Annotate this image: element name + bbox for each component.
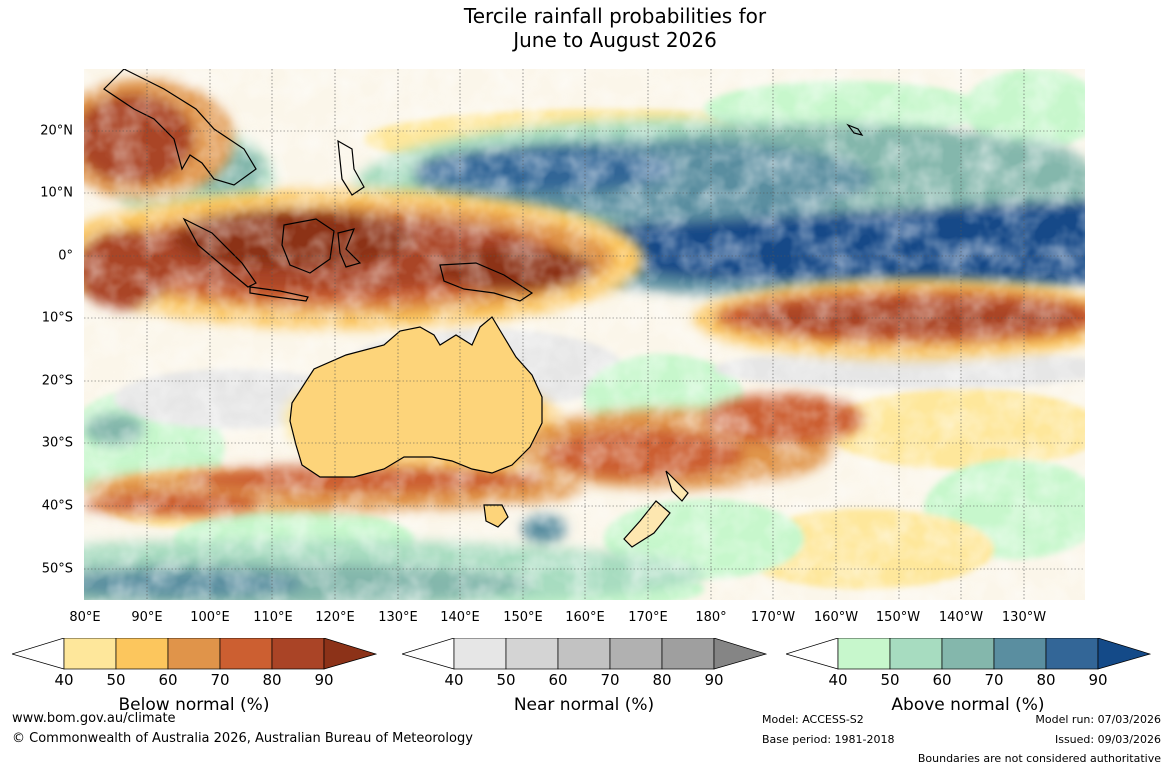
near-segment-2: [505, 638, 559, 670]
below-segment-0: [12, 638, 65, 670]
lat-label-10n: 10°N: [40, 185, 73, 201]
near-segment-1: [453, 638, 507, 670]
below-segment-6: [323, 638, 377, 670]
above-segment-3: [941, 638, 995, 670]
near-segment-0: [402, 638, 455, 670]
lon-label-140w: 140°W: [938, 610, 984, 625]
lon-label-130e: 130°E: [378, 610, 418, 625]
below-segment-1: [63, 638, 117, 670]
near-tick-40: 40: [444, 671, 464, 689]
issued-date: Issued: 09/03/2026: [1054, 733, 1161, 746]
lat-label-20n: 20°N: [40, 123, 73, 139]
lat-label-40s: 40°S: [41, 498, 73, 514]
lon-label-160e: 160°E: [565, 610, 605, 625]
lat-label-20s: 20°S: [41, 373, 73, 389]
graticule: [84, 69, 1085, 600]
coastlines: [103, 69, 864, 548]
website-link[interactable]: www.bom.gov.au/climate: [12, 711, 176, 726]
below-tick-80: 80: [262, 671, 282, 689]
lon-label-140e: 140°E: [440, 610, 480, 625]
below-tick-60: 60: [158, 671, 178, 689]
copyright-text: © Commonwealth of Australia 2026, Austra…: [12, 731, 473, 746]
lon-label-110e: 110°E: [253, 610, 293, 625]
map-canvas: [84, 69, 1085, 600]
above-tick-70: 70: [984, 671, 1004, 689]
lon-label-170w: 170°W: [750, 610, 796, 625]
title-line-2: June to August 2026: [513, 28, 717, 52]
near-segment-3: [557, 638, 611, 670]
lon-label-180: 180°: [695, 610, 727, 625]
above-segment-6: [1097, 638, 1151, 670]
above-normal-title: Above normal (%): [891, 695, 1045, 715]
title-line-1: Tercile rainfall probabilities for: [463, 4, 767, 28]
near-tick-60: 60: [548, 671, 568, 689]
lon-label-150e: 150°E: [503, 610, 543, 625]
above-segment-1: [837, 638, 891, 670]
near-tick-70: 70: [600, 671, 620, 689]
above-tick-60: 60: [932, 671, 952, 689]
near-segment-4: [609, 638, 663, 670]
below-normal-title: Below normal (%): [118, 695, 270, 715]
lat-label-50s: 50°S: [41, 561, 73, 577]
lat-label-30s: 30°S: [41, 435, 73, 451]
model-run-date: Model run: 07/03/2026: [1035, 713, 1161, 726]
colorbar-below-normal: [12, 638, 377, 670]
lon-label-150w: 150°W: [875, 610, 921, 625]
below-tick-90: 90: [314, 671, 334, 689]
below-segment-4: [219, 638, 273, 670]
above-tick-50: 50: [880, 671, 900, 689]
below-segment-5: [271, 638, 325, 670]
rainfall-probability-map: [84, 69, 1085, 600]
above-tick-90: 90: [1088, 671, 1108, 689]
lon-label-80e: 80°E: [69, 610, 101, 625]
near-tick-90: 90: [704, 671, 724, 689]
above-segment-2: [889, 638, 943, 670]
colorbar-near-normal: [402, 638, 767, 670]
below-tick-70: 70: [210, 671, 230, 689]
model-name: Model: ACCESS-S2: [762, 713, 864, 726]
below-segment-3: [167, 638, 221, 670]
above-tick-40: 40: [828, 671, 848, 689]
lon-label-100e: 100°E: [190, 610, 230, 625]
colorbar-above-normal: [786, 638, 1151, 670]
lon-label-90e: 90°E: [131, 610, 163, 625]
lon-label-130w: 130°W: [1001, 610, 1047, 625]
near-tick-80: 80: [652, 671, 672, 689]
below-tick-50: 50: [106, 671, 126, 689]
near-tick-50: 50: [496, 671, 516, 689]
near-segment-5: [661, 638, 715, 670]
base-period: Base period: 1981-2018: [762, 733, 895, 746]
texture-overlay: [84, 69, 1085, 600]
below-segment-2: [115, 638, 169, 670]
above-segment-0: [786, 638, 839, 670]
lon-label-170e: 170°E: [628, 610, 668, 625]
lon-label-120e: 120°E: [315, 610, 355, 625]
map-title: Tercile rainfall probabilities for June …: [0, 4, 1173, 52]
lat-label-10s: 10°S: [41, 310, 73, 326]
lon-label-160w: 160°W: [813, 610, 859, 625]
above-segment-4: [993, 638, 1047, 670]
below-tick-40: 40: [54, 671, 74, 689]
lat-label-0: 0°: [58, 248, 73, 264]
boundaries-disclaimer: Boundaries are not considered authoritat…: [917, 752, 1161, 765]
above-tick-80: 80: [1036, 671, 1056, 689]
near-segment-6: [713, 638, 767, 670]
near-normal-title: Near normal (%): [513, 695, 655, 715]
above-segment-5: [1045, 638, 1099, 670]
